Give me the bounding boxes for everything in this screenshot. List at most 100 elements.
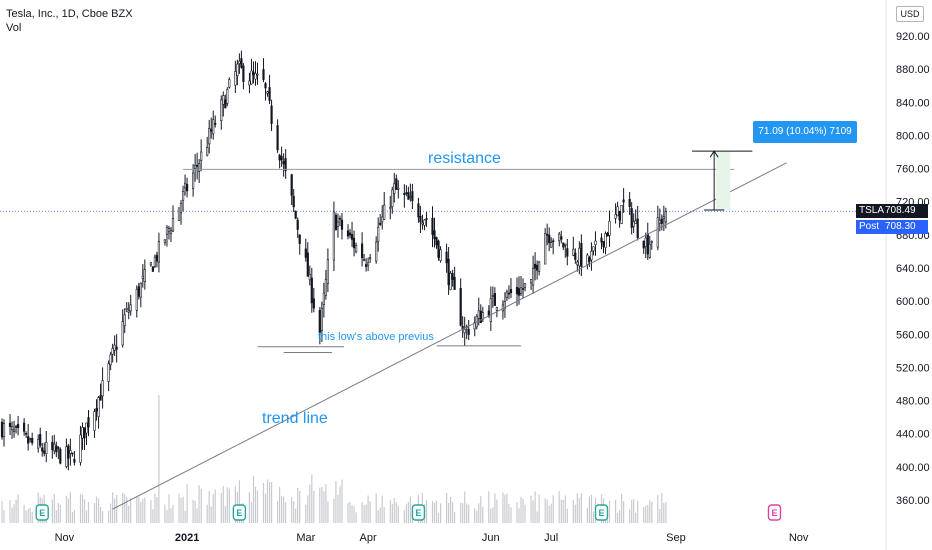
- volume-bar: [138, 497, 140, 523]
- measure-zone[interactable]: [716, 151, 731, 210]
- volume-bar: [586, 508, 588, 523]
- volume-bar: [307, 495, 309, 523]
- candle-body: [463, 328, 466, 334]
- candle-body: [8, 422, 12, 427]
- candle-body: [109, 354, 112, 366]
- volume-bar: [468, 504, 470, 523]
- volume-bar: [69, 492, 71, 523]
- candle-body: [403, 193, 406, 196]
- earnings-e-icon[interactable]: E: [598, 508, 604, 518]
- volume-bar: [508, 503, 510, 523]
- candle-body: [53, 443, 56, 452]
- volume-bar: [375, 493, 377, 523]
- legend-volume-label: Vol: [6, 22, 22, 34]
- measure-arrowhead[interactable]: [709, 150, 719, 158]
- trend-line[interactable]: [112, 162, 787, 510]
- candle-body: [572, 248, 575, 256]
- resistance-annotation[interactable]: resistance: [428, 150, 501, 167]
- candle-body: [298, 234, 301, 244]
- candle-body: [660, 218, 663, 224]
- candle-body: [515, 286, 519, 295]
- volume-bar: [295, 508, 297, 523]
- candle-body: [37, 439, 40, 449]
- candle-body: [121, 321, 124, 346]
- earnings-e-icon[interactable]: E: [39, 508, 45, 518]
- candle-body: [338, 218, 342, 220]
- volume-bar: [228, 488, 230, 523]
- candle-body: [590, 251, 593, 261]
- low-note-annotation[interactable]: this low's above previus: [318, 331, 434, 343]
- volume-bar: [59, 505, 61, 523]
- volume-bar: [578, 497, 580, 523]
- volume-bar: [277, 501, 279, 523]
- earnings-marker[interactable]: [35, 504, 49, 521]
- volume-bar: [335, 481, 337, 523]
- earnings-marker[interactable]: [411, 504, 426, 521]
- candle-body: [101, 380, 104, 397]
- candle-body: [634, 220, 637, 224]
- currency-badge[interactable]: USD: [896, 6, 924, 22]
- candle-body: [115, 346, 118, 350]
- candle-body: [149, 262, 153, 266]
- candle-body: [489, 298, 492, 322]
- volume-bar: [647, 504, 649, 523]
- volume-bar: [550, 503, 552, 523]
- candle-body: [435, 237, 438, 246]
- volume-bar: [538, 494, 540, 523]
- volume-bar: [635, 512, 637, 523]
- candle-body: [228, 79, 231, 88]
- volume-bar: [248, 492, 250, 523]
- volume-bar: [476, 510, 478, 523]
- volume-bar: [140, 501, 142, 523]
- volume-bar: [665, 502, 667, 523]
- time-tick-label: Nov: [789, 532, 809, 544]
- candle-body: [182, 191, 185, 201]
- candle-body: [433, 230, 436, 240]
- volume-bar: [347, 502, 349, 523]
- volume-bar: [621, 493, 623, 523]
- candle-body: [564, 243, 567, 246]
- volume-bar: [592, 511, 594, 523]
- candle-body: [409, 196, 412, 198]
- volume-bar: [446, 493, 448, 523]
- candle-body: [602, 241, 605, 247]
- candle-body: [264, 83, 267, 89]
- candle-body: [22, 422, 26, 432]
- candle-body: [650, 241, 653, 243]
- candle-body: [334, 214, 338, 231]
- earnings-marker[interactable]: [232, 504, 247, 521]
- candle-body: [184, 182, 187, 189]
- volume-bar: [168, 494, 170, 523]
- volume-bar: [309, 484, 311, 523]
- volume-bar: [178, 493, 180, 523]
- candle-body: [324, 278, 328, 296]
- candle-body: [129, 304, 132, 312]
- earnings-e-icon[interactable]: E: [415, 508, 421, 518]
- time-tick-label: Sep: [666, 532, 686, 544]
- candle-body: [95, 408, 98, 412]
- earnings-e-icon[interactable]: E: [771, 508, 777, 518]
- candle-body: [453, 276, 456, 290]
- candle-body: [250, 70, 253, 85]
- measure-label[interactable]: 71.09 (10.04%) 7109: [753, 121, 857, 143]
- earnings-marker[interactable]: [767, 504, 782, 521]
- price-tick-label: 560.00: [896, 329, 930, 341]
- volume-bar: [252, 475, 255, 523]
- volume-bar: [305, 504, 307, 523]
- volume-bar: [85, 510, 88, 523]
- candle-body: [125, 308, 128, 310]
- candles: [0, 50, 667, 471]
- trend-line-annotation[interactable]: trend line: [262, 410, 328, 427]
- candle-body: [459, 287, 462, 326]
- earnings-e-icon[interactable]: E: [236, 508, 242, 518]
- candle-body: [200, 151, 203, 161]
- earnings-marker[interactable]: [594, 504, 609, 521]
- candle-body: [648, 243, 651, 258]
- candle-body: [439, 249, 442, 262]
- candle-body: [423, 219, 426, 226]
- volume-bar: [466, 503, 468, 523]
- drawings[interactable]: [112, 150, 787, 510]
- candle-body: [83, 427, 86, 439]
